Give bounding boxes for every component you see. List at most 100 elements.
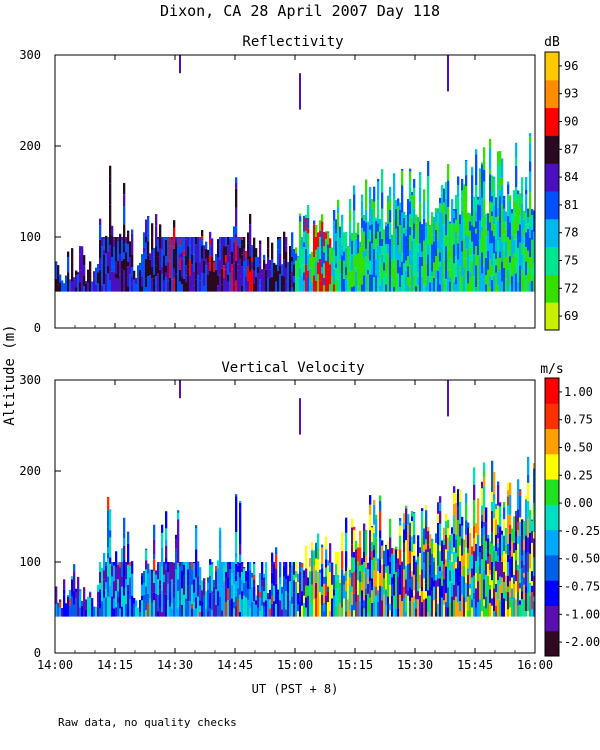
reflectivity-cell bbox=[293, 264, 296, 277]
reflectivity-cell bbox=[479, 276, 482, 292]
velocity-cell bbox=[471, 546, 474, 555]
reflectivity-cell bbox=[399, 287, 402, 292]
velocity-cell bbox=[491, 605, 494, 611]
reflectivity-cell bbox=[529, 237, 532, 248]
reflectivity-cell bbox=[319, 220, 322, 231]
reflectivity-cell bbox=[295, 247, 298, 254]
velocity-cell bbox=[463, 576, 466, 598]
reflectivity-cell bbox=[513, 228, 516, 240]
velocity-cell bbox=[103, 552, 106, 571]
reflectivity-cell bbox=[485, 227, 488, 237]
velocity-cell bbox=[405, 505, 408, 509]
velocity-cell bbox=[151, 569, 154, 574]
reflectivity-cell bbox=[421, 277, 424, 292]
reflectivity-cell bbox=[521, 197, 524, 204]
reflectivity-cell bbox=[101, 237, 104, 247]
velocity-cell bbox=[527, 611, 530, 617]
velocity-cell bbox=[237, 598, 240, 617]
reflectivity-cell bbox=[349, 199, 352, 211]
reflectivity-cell bbox=[503, 278, 506, 292]
reflectivity-cell bbox=[101, 246, 104, 264]
velocity-cell bbox=[409, 541, 412, 552]
reflectivity-cell bbox=[439, 284, 442, 292]
velocity-cell bbox=[383, 556, 386, 564]
velocity-cell bbox=[147, 563, 150, 574]
reflectivity-cell bbox=[179, 253, 182, 258]
reflectivity-cell bbox=[381, 238, 384, 247]
colorbar-segment bbox=[545, 630, 559, 657]
reflectivity-cell bbox=[475, 287, 478, 292]
velocity-cell bbox=[351, 592, 354, 605]
velocity-cell bbox=[501, 601, 504, 617]
reflectivity-cell bbox=[355, 238, 358, 256]
reflectivity-cell bbox=[379, 246, 382, 255]
reflectivity-cell bbox=[481, 207, 484, 218]
reflectivity-cell bbox=[523, 219, 526, 229]
reflectivity-cell bbox=[205, 277, 208, 292]
velocity-cell bbox=[407, 563, 410, 582]
reflectivity-cell bbox=[413, 228, 416, 239]
velocity-cell bbox=[367, 612, 370, 617]
velocity-cell bbox=[203, 578, 206, 596]
reflectivity-cell bbox=[241, 244, 244, 255]
reflectivity-cell bbox=[437, 270, 440, 292]
reflectivity-cell bbox=[435, 222, 438, 230]
reflectivity-cell bbox=[481, 179, 484, 198]
velocity-cell bbox=[155, 593, 158, 603]
velocity-cell bbox=[333, 575, 336, 590]
reflectivity-cell bbox=[505, 241, 508, 258]
velocity-cell bbox=[429, 534, 432, 549]
velocity-cell bbox=[117, 597, 120, 603]
reflectivity-cell bbox=[533, 222, 536, 232]
velocity-cell bbox=[453, 514, 456, 534]
reflectivity-cell bbox=[297, 277, 300, 292]
reflectivity-cell bbox=[229, 283, 232, 292]
reflectivity-cell bbox=[145, 242, 148, 259]
velocity-cell bbox=[293, 592, 296, 605]
reflectivity-cell bbox=[533, 210, 536, 212]
velocity-cell bbox=[385, 545, 388, 567]
reflectivity-cell bbox=[115, 273, 118, 278]
velocity-cell bbox=[83, 601, 86, 617]
reflectivity-cell bbox=[309, 253, 312, 258]
velocity-cell bbox=[143, 594, 146, 617]
reflectivity-cell bbox=[125, 237, 128, 244]
velocity-cell bbox=[89, 591, 92, 593]
velocity-cell bbox=[513, 583, 516, 598]
reflectivity-cell bbox=[417, 285, 420, 292]
reflectivity-cell bbox=[97, 263, 100, 273]
reflectivity-cell bbox=[525, 177, 528, 190]
velocity-cell bbox=[335, 581, 338, 589]
reflectivity-cell bbox=[389, 222, 392, 239]
reflectivity-cell bbox=[369, 205, 372, 226]
reflectivity-cell bbox=[469, 271, 472, 278]
reflectivity-cell bbox=[495, 251, 498, 259]
colorbar-label: 84 bbox=[564, 170, 578, 184]
reflectivity-cell bbox=[481, 273, 484, 292]
velocity-cell bbox=[117, 602, 120, 617]
reflectivity-cell bbox=[95, 284, 98, 292]
velocity-cell bbox=[161, 524, 164, 533]
reflectivity-cell bbox=[377, 231, 380, 247]
velocity-cell bbox=[431, 538, 434, 542]
reflectivity-cell bbox=[201, 258, 204, 273]
velocity-cell bbox=[103, 597, 106, 617]
reflectivity-cell bbox=[285, 245, 288, 252]
reflectivity-cell bbox=[195, 237, 198, 245]
reflectivity-cell bbox=[323, 277, 326, 286]
reflectivity-cell bbox=[359, 278, 362, 292]
reflectivity-cell bbox=[529, 247, 532, 258]
reflectivity-cell bbox=[103, 265, 106, 285]
velocity-cell bbox=[467, 552, 470, 569]
velocity-cell bbox=[511, 541, 514, 557]
reflectivity-cell bbox=[483, 256, 486, 267]
velocity-cell bbox=[219, 571, 222, 582]
reflectivity-cell bbox=[237, 245, 240, 265]
reflectivity-cell bbox=[393, 282, 396, 288]
reflectivity-cell bbox=[191, 237, 194, 255]
reflectivity-cell bbox=[427, 244, 430, 255]
velocity-cell bbox=[191, 584, 194, 604]
velocity-cell bbox=[153, 539, 156, 547]
velocity-cell bbox=[239, 500, 242, 503]
reflectivity-cell bbox=[425, 263, 428, 280]
